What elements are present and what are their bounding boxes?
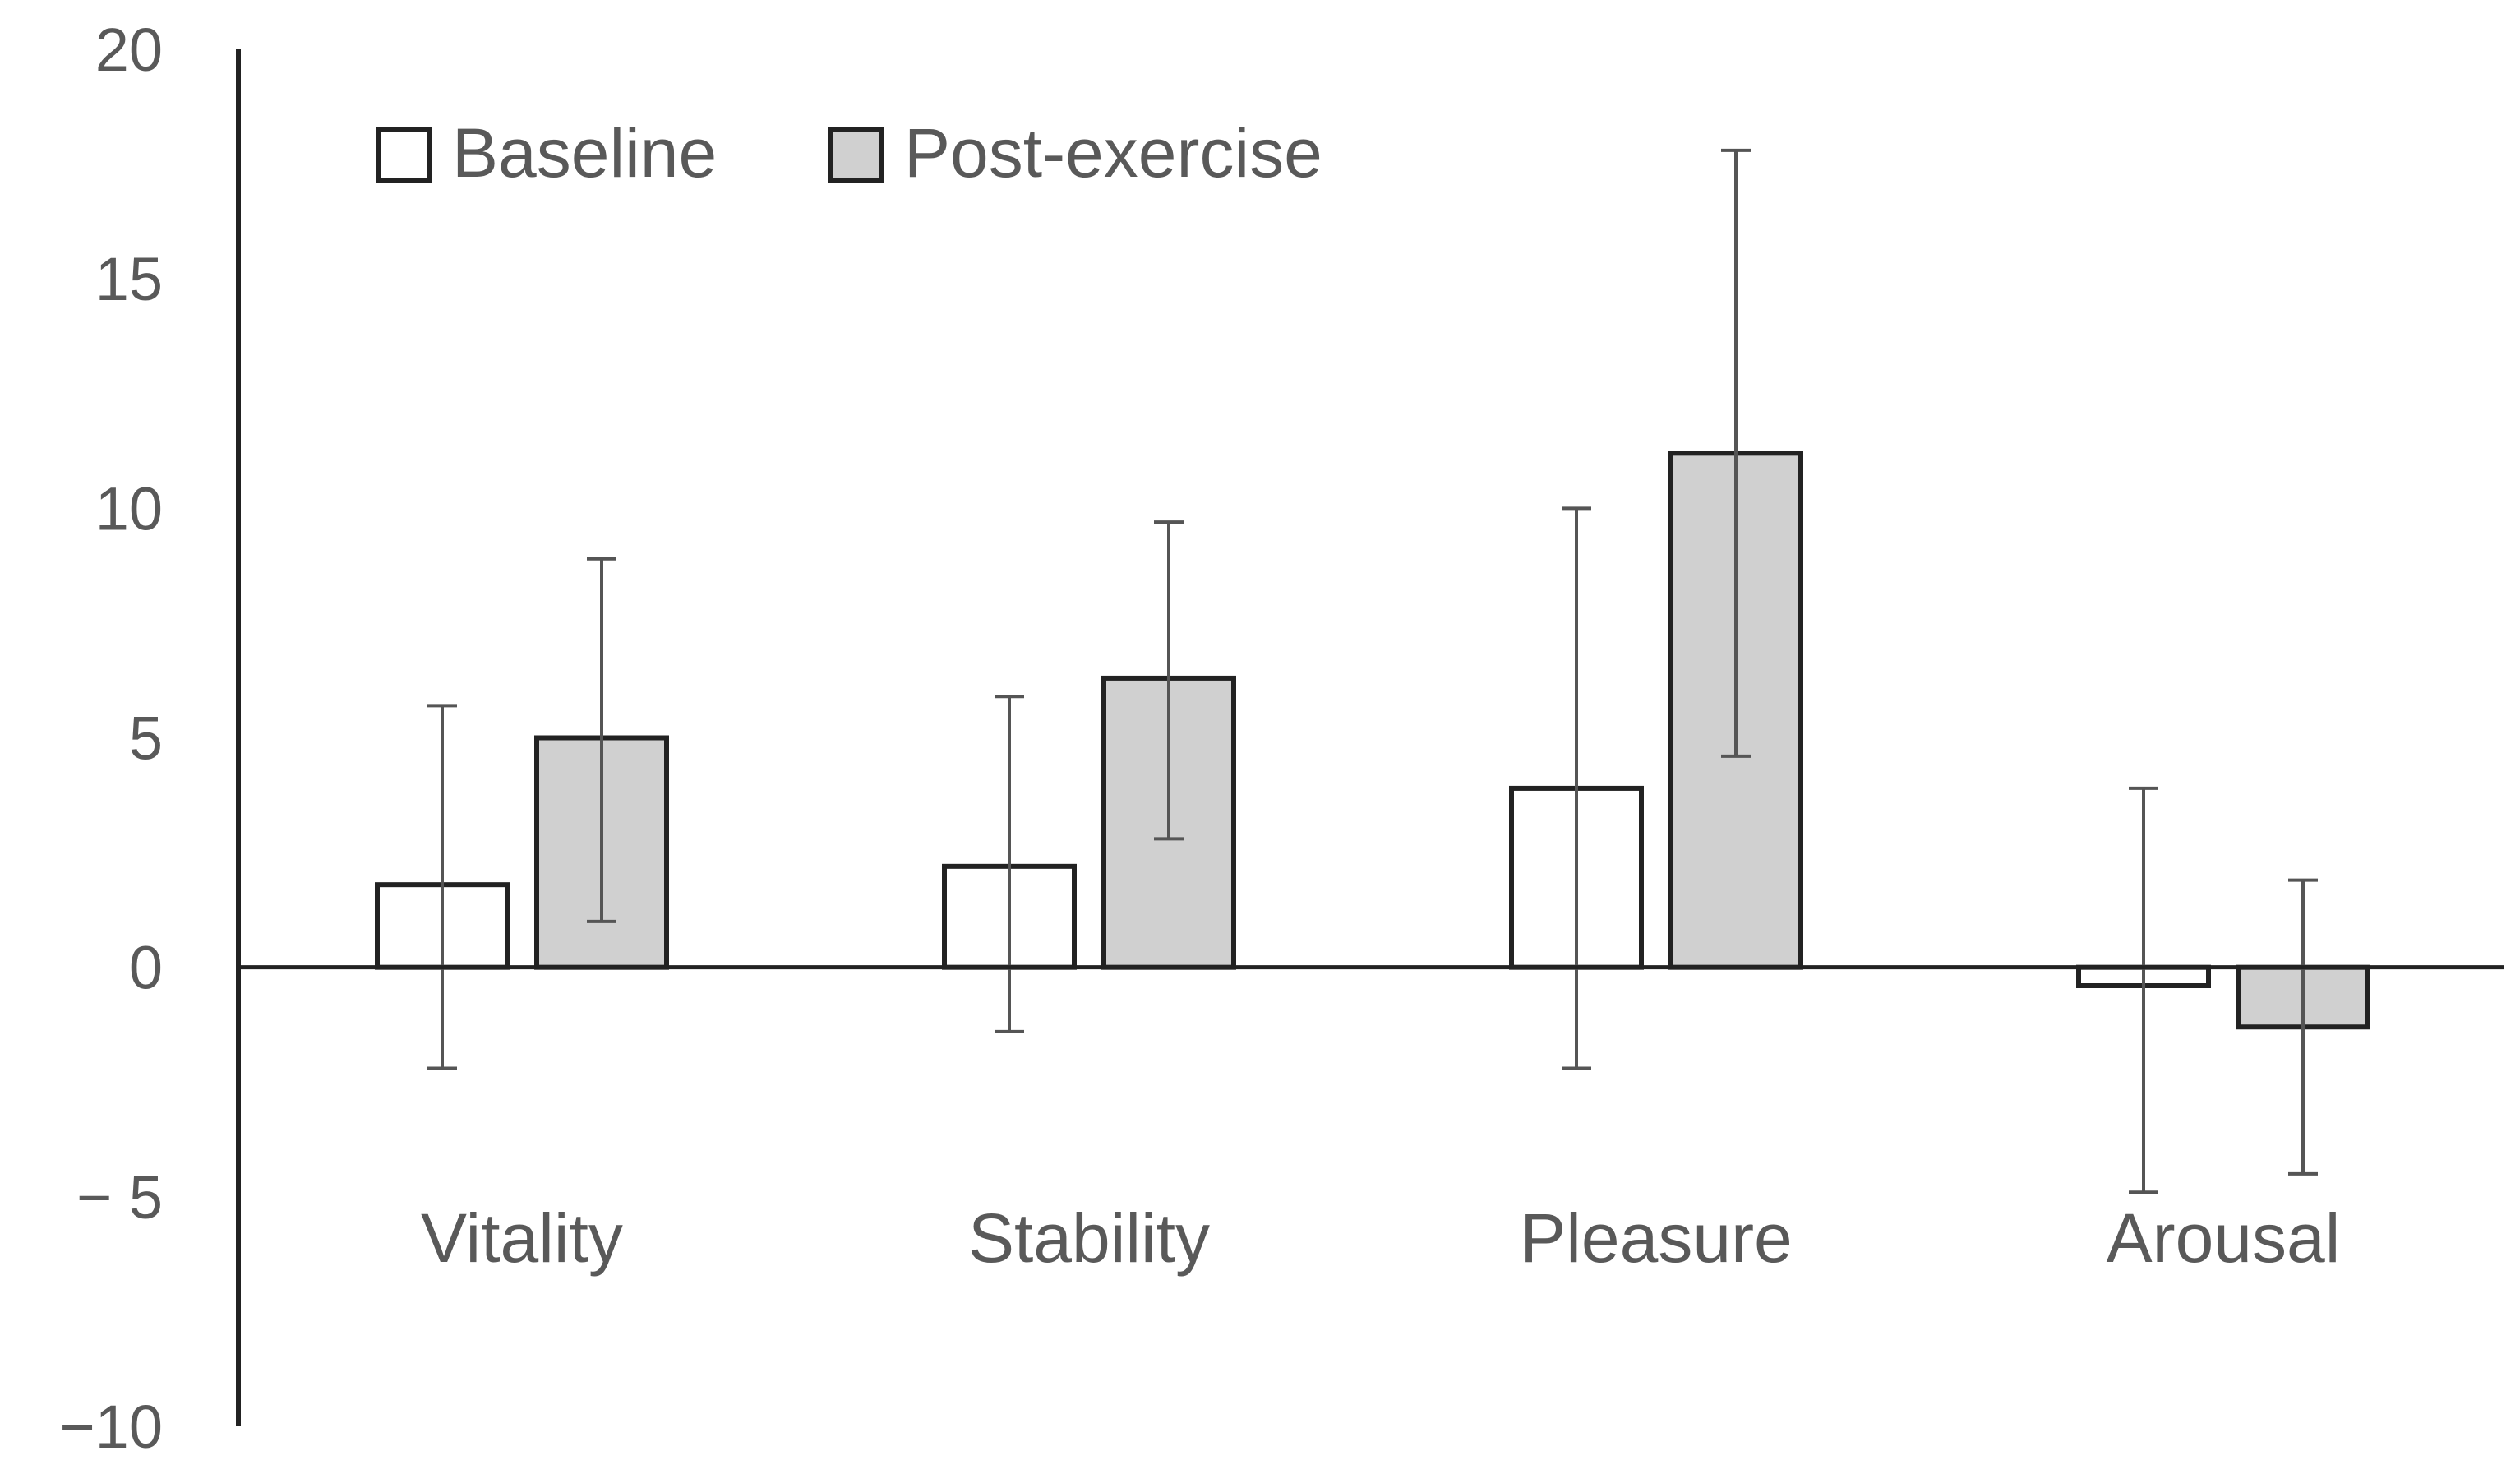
- legend-label-baseline: Baseline: [452, 114, 717, 192]
- category-label-arousal: Arousal: [2107, 1199, 2341, 1277]
- category-labels: Vitality Stability Pleasure Arousal: [421, 1199, 2340, 1277]
- legend-label-post-exercise: Post-exercise: [904, 114, 1322, 192]
- y-tick-label: 20: [95, 16, 163, 84]
- y-tick-labels: 20 15 10 5 0 − 5 −10: [59, 16, 163, 1461]
- y-tick-label: 10: [95, 474, 163, 543]
- category-label-vitality: Vitality: [421, 1199, 623, 1277]
- category-label-stability: Stability: [968, 1199, 1210, 1277]
- y-tick-label: 5: [129, 705, 163, 773]
- legend: Baseline Post-exercise: [376, 114, 1322, 192]
- y-tick-label: 15: [95, 245, 163, 313]
- axes-layer: [236, 49, 2504, 1426]
- legend-swatch-post-exercise: [828, 127, 884, 183]
- y-tick-label: 0: [129, 934, 163, 1002]
- category-label-pleasure: Pleasure: [1520, 1199, 1793, 1277]
- bars-layer: [375, 451, 2370, 1030]
- y-tick-label: −10: [59, 1393, 163, 1461]
- error-bars-layer: [427, 148, 2318, 1194]
- y-tick-label: − 5: [76, 1163, 163, 1231]
- legend-swatch-baseline: [376, 127, 432, 183]
